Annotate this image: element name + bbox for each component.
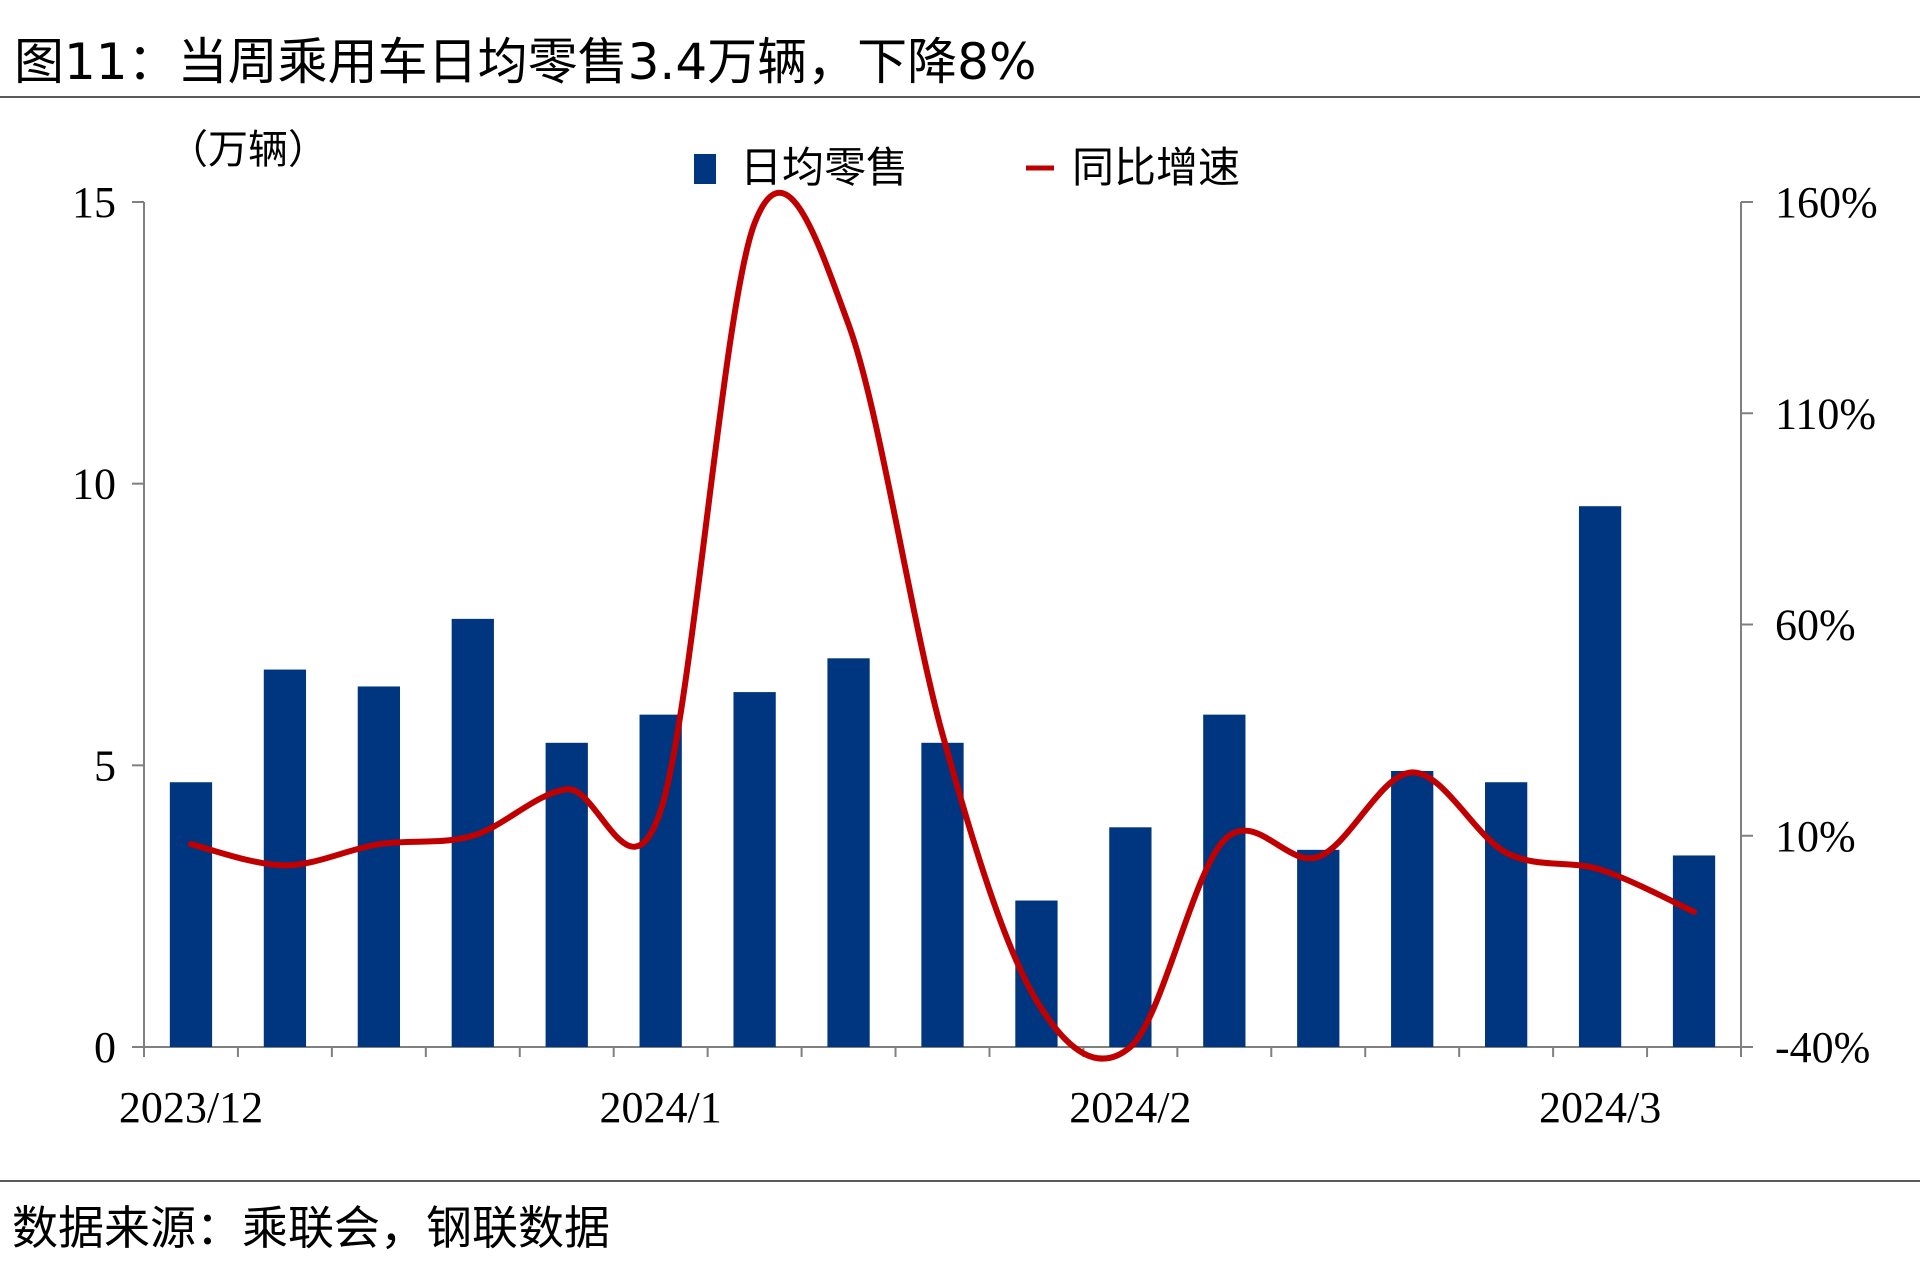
- y-right-tick-label: 60%: [1775, 601, 1856, 650]
- bar: [263, 669, 307, 1047]
- legend-line-label: 同比增速: [1072, 146, 1240, 192]
- x-tick-label: 2023/12: [119, 1083, 263, 1132]
- data-source: 数据来源：乘联会，钢联数据: [12, 1201, 610, 1255]
- bar: [1391, 770, 1434, 1047]
- source-divider: [0, 1180, 1920, 1182]
- y-right-tick-label: 160%: [1775, 178, 1878, 227]
- x-tick-label: 2024/3: [1539, 1083, 1661, 1132]
- bar: [639, 714, 682, 1047]
- bar: [733, 692, 776, 1047]
- bar: [1672, 855, 1716, 1047]
- y-left-unit-label: （万辆）: [168, 127, 328, 172]
- chart-title: 图11：当周乘用车日均零售3.4万辆，下降8%: [14, 33, 1037, 91]
- bar-series: [169, 506, 1716, 1047]
- bar: [357, 686, 400, 1047]
- y-left-tick-label: 5: [94, 741, 116, 790]
- y-right-tick-label: 10%: [1775, 812, 1856, 861]
- bar: [1485, 782, 1528, 1047]
- y-right-tick-label: -40%: [1775, 1023, 1870, 1072]
- legend-bar-swatch: [694, 154, 716, 184]
- legend-bar-label: 日均零售: [740, 146, 908, 192]
- y-right-tick-label: 110%: [1775, 389, 1876, 438]
- x-tick-label: 2024/1: [600, 1083, 722, 1132]
- y-left-tick-label: 15: [72, 178, 116, 227]
- axis-labels: 0 5 10 15 -40% 10% 60% 110% 160% 2023/12 2024/1 202…: [72, 127, 1878, 1132]
- x-tick-label: 2024/2: [1069, 1083, 1191, 1132]
- bar: [1203, 714, 1246, 1047]
- bar: [827, 658, 870, 1047]
- bar: [1297, 849, 1340, 1047]
- bar: [1109, 827, 1152, 1047]
- line-series: [187, 190, 1698, 1062]
- growth-line: [187, 190, 1698, 1062]
- title-divider: [0, 96, 1920, 98]
- bar: [169, 782, 213, 1047]
- legend: 日均零售 同比增速: [694, 146, 1240, 192]
- bar: [1578, 506, 1622, 1047]
- y-left-tick-label: 10: [72, 460, 116, 509]
- y-left-tick-label: 0: [94, 1023, 116, 1072]
